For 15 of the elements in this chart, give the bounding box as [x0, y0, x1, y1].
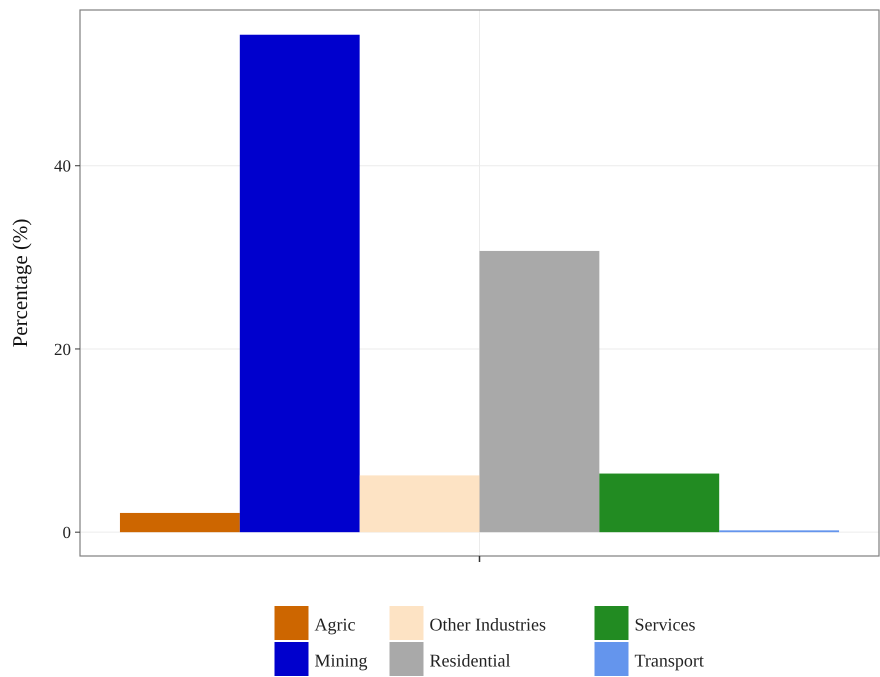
legend-label: Services: [634, 614, 696, 634]
bar: [599, 474, 720, 532]
bar: [480, 250, 600, 532]
legend-label: Transport: [634, 650, 704, 670]
bar: [360, 475, 480, 532]
legend-label: Agric: [314, 614, 356, 634]
y-tick-label: 0: [62, 523, 71, 542]
y-tick-label: 20: [54, 340, 71, 359]
bar: [240, 34, 360, 532]
y-tick-label: 40: [54, 156, 71, 176]
legend-label: Residential: [430, 650, 510, 670]
legend-label: Mining: [314, 650, 368, 670]
legend-label: Other Industries: [430, 614, 546, 634]
bar: [120, 512, 240, 532]
y-axis-title: Percentage (%): [8, 218, 32, 348]
